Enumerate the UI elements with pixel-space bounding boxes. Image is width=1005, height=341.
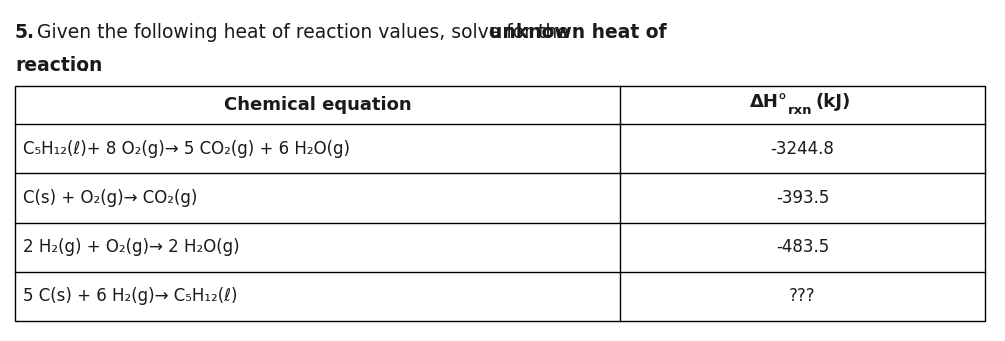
Text: ΔH°: ΔH° (750, 93, 788, 111)
Text: C₅H₁₂(ℓ)+ 8 O₂(g)→ 5 CO₂(g) + 6 H₂O(g): C₅H₁₂(ℓ)+ 8 O₂(g)→ 5 CO₂(g) + 6 H₂O(g) (23, 139, 350, 158)
Text: (kJ): (kJ) (815, 93, 851, 111)
Text: unknown heat of: unknown heat of (489, 23, 666, 42)
Text: 2 H₂(g) + O₂(g)→ 2 H₂O(g): 2 H₂(g) + O₂(g)→ 2 H₂O(g) (23, 238, 239, 256)
Text: .: . (83, 56, 88, 75)
Text: Given the following heat of reaction values, solve for the: Given the following heat of reaction val… (37, 23, 575, 42)
Text: Chemical equation: Chemical equation (224, 96, 411, 114)
Bar (15, 86, 985, 321)
Text: ???: ??? (789, 287, 816, 306)
Text: reaction: reaction (15, 56, 103, 75)
Text: -483.5: -483.5 (776, 238, 829, 256)
Text: rxn: rxn (788, 104, 812, 117)
Text: -3244.8: -3244.8 (771, 139, 834, 158)
Text: 5 C(s) + 6 H₂(g)→ C₅H₁₂(ℓ): 5 C(s) + 6 H₂(g)→ C₅H₁₂(ℓ) (23, 287, 237, 306)
Text: C(s) + O₂(g)→ CO₂(g): C(s) + O₂(g)→ CO₂(g) (23, 189, 197, 207)
Text: -393.5: -393.5 (776, 189, 829, 207)
Text: 5.: 5. (15, 23, 35, 42)
